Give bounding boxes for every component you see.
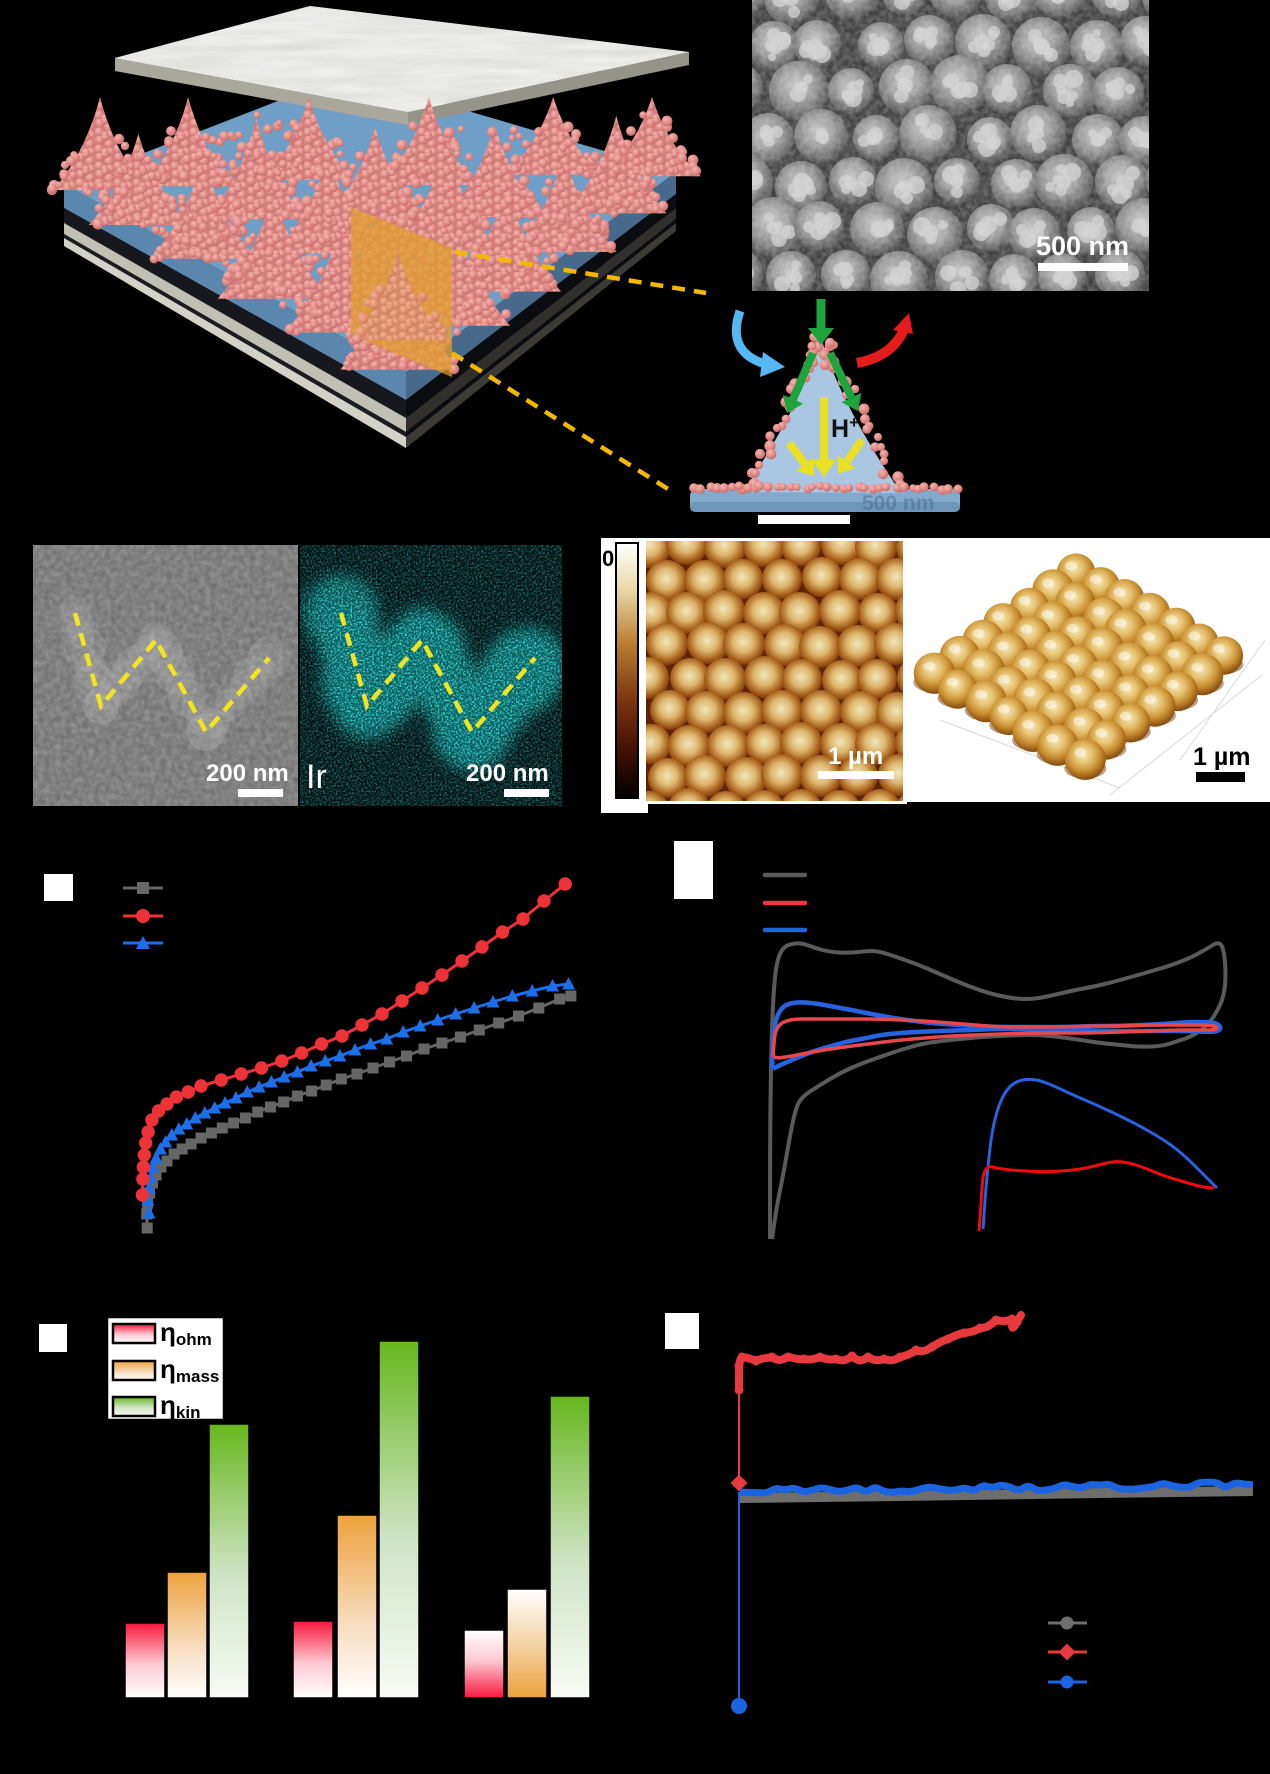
svg-text:Ir: Ir (306, 758, 327, 796)
svg-text:1 µm: 1 µm (828, 743, 883, 770)
svg-text:200 nm: 200 nm (466, 760, 549, 787)
svg-text:500 nm: 500 nm (1036, 231, 1129, 261)
svg-text:1 µm: 1 µm (1193, 743, 1250, 771)
svg-text:200 nm: 200 nm (206, 760, 289, 787)
svg-text:500 nm: 500 nm (862, 492, 934, 515)
svg-text:0: 0 (602, 546, 614, 571)
